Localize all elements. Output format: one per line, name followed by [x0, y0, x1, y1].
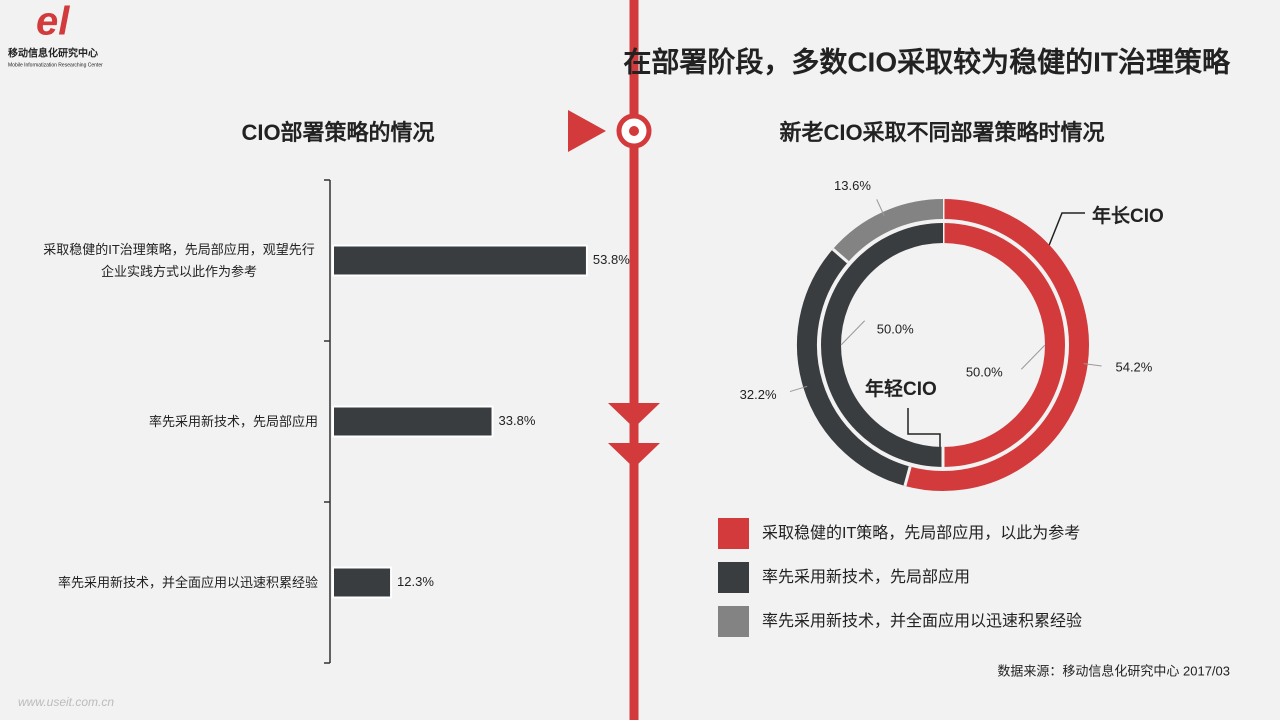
legend-label: 率先采用新技术，并全面应用以迅速积累经验 [762, 611, 1082, 630]
chart-title: CIO部署策略的情况 [241, 120, 434, 145]
donut-segment [797, 249, 911, 486]
category-label: 采取稳健的IT治理策略，先局部应用，观望先行企业实践方式以此作为参考 [43, 241, 315, 279]
series-name: 年长CIO [1092, 204, 1164, 227]
legend-swatch [718, 518, 749, 549]
value-label: 50.0% [966, 365, 1003, 380]
leader [1020, 344, 1046, 370]
value-label: 13.6% [834, 178, 871, 193]
donut-segment [904, 199, 1089, 491]
value-label: 33.8% [499, 413, 536, 428]
bar [332, 566, 393, 599]
series-name: 年轻CIO [865, 377, 937, 400]
logo-mark: el [36, 0, 70, 44]
title: 在部署阶段，多数CIO采取较为稳健的IT治理策略 [623, 45, 1231, 77]
leader [789, 385, 808, 393]
arrow-down [608, 403, 660, 428]
logo-subtext: Mobile Informatization Researching Cente… [8, 62, 103, 68]
bar [332, 244, 588, 277]
leader [876, 199, 885, 216]
node-dot [629, 126, 639, 136]
category-label: 率先采用新技术，先局部应用 [148, 413, 318, 429]
leader [1047, 212, 1085, 249]
donut-segment [942, 223, 1065, 467]
value-label: 54.2% [1115, 359, 1152, 374]
source: 数据来源：移动信息化研究中心 2017/03 [997, 663, 1230, 678]
segment-gap [831, 248, 849, 264]
arrow [568, 110, 606, 152]
value-label: 12.3% [397, 574, 434, 589]
segment-gap [903, 466, 912, 487]
legend-label: 率先采用新技术，先局部应用 [762, 567, 970, 586]
leader [1083, 363, 1102, 367]
arrow-down [608, 443, 660, 468]
donut-segment [821, 223, 944, 467]
category-label: 率先采用新技术，并全面应用以迅速积累经验 [57, 574, 318, 590]
leader [840, 320, 866, 346]
bar [332, 405, 494, 438]
legend-label: 采取稳健的IT策略，先局部应用，以此为参考 [762, 523, 1080, 542]
chart-title: 新老CIO采取不同部署策略时情况 [779, 120, 1104, 145]
value-label: 50.0% [877, 322, 914, 337]
legend-swatch [718, 606, 749, 637]
legend-swatch [718, 562, 749, 593]
value-label: 32.2% [740, 387, 777, 402]
value-label: 53.8% [593, 252, 630, 267]
donut-segment [832, 199, 944, 263]
logo-text: 移动信息化研究中心 [8, 47, 98, 60]
watermark: www.useit.com.cn [18, 695, 114, 709]
